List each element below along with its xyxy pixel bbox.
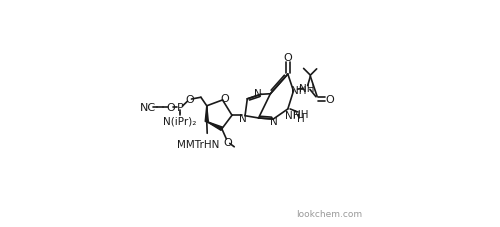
Text: O: O: [166, 103, 175, 113]
Text: N: N: [240, 114, 247, 123]
Text: O: O: [221, 93, 230, 103]
Text: N(iPr)₂: N(iPr)₂: [164, 116, 197, 126]
Text: O: O: [284, 53, 292, 63]
Polygon shape: [205, 106, 208, 122]
Text: NH: NH: [284, 110, 300, 120]
Text: NH: NH: [293, 109, 308, 119]
Text: O: O: [325, 95, 334, 105]
Text: O: O: [223, 137, 232, 147]
Text: N: N: [254, 88, 262, 98]
Text: O: O: [185, 95, 194, 105]
Text: MMTrHN: MMTrHN: [177, 139, 220, 149]
Text: NC: NC: [140, 103, 156, 113]
Text: P: P: [177, 103, 184, 113]
Text: NH: NH: [299, 83, 314, 93]
Text: lookchem.com: lookchem.com: [296, 209, 362, 218]
Text: H: H: [297, 114, 305, 123]
Text: NH: NH: [290, 85, 306, 95]
Polygon shape: [207, 122, 222, 131]
Text: N: N: [270, 117, 278, 127]
